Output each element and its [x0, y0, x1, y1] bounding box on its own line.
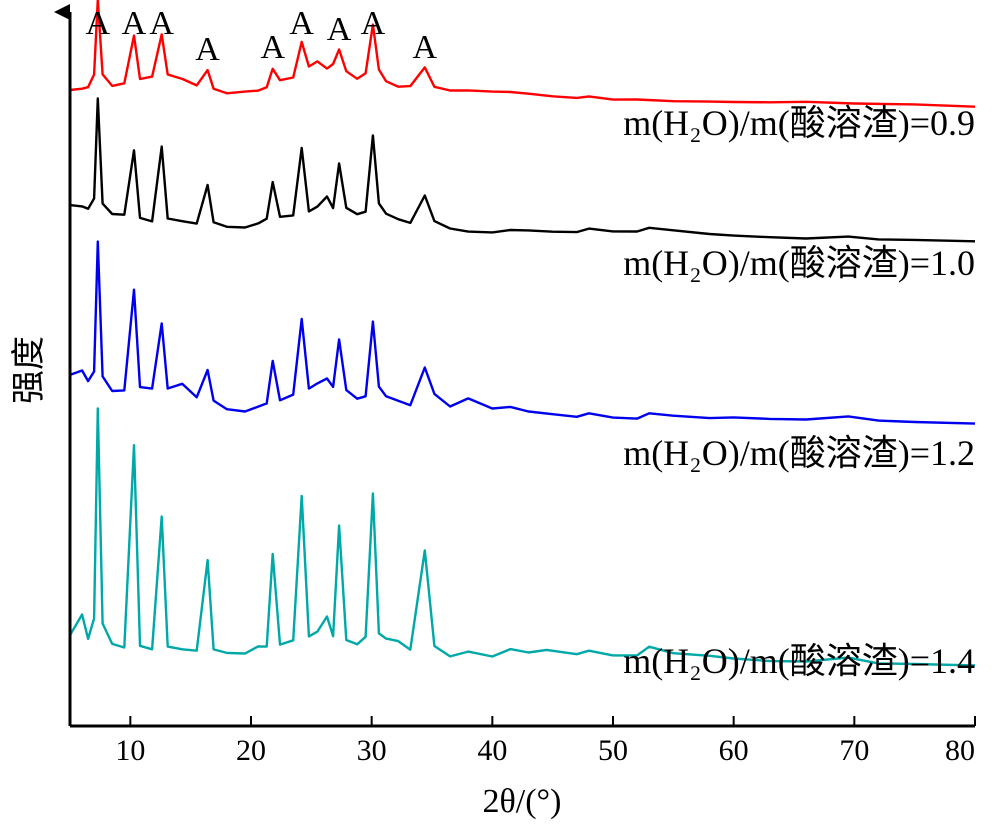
peak-marker-9: A	[412, 29, 437, 66]
series-labels: m(H₂O)/m(酸溶渣)=0.9 m(H₂O)/m(酸溶渣)=1.0 m(H₂O)…	[623, 103, 975, 681]
x-tick-label-10: 10	[115, 734, 145, 767]
series-line-1	[69, 0, 976, 108]
x-tick-label-40: 40	[477, 734, 507, 767]
peak-marker-5: A	[260, 29, 285, 66]
y-axis-label: 强度	[10, 336, 48, 404]
peak-marker-3: A	[149, 5, 174, 42]
x-ticks: 10 20 30 40 50 60 70 80	[115, 716, 976, 767]
series-line-2	[69, 97, 976, 243]
x-tick-label-50: 50	[598, 734, 628, 767]
peak-marker-2: A	[122, 5, 147, 42]
axes	[54, 4, 975, 728]
series-line-4	[68, 407, 976, 667]
x-tick-label-30: 30	[357, 734, 387, 767]
peak-markers: A A AA AA A AA	[85, 5, 437, 68]
x-tick-label-80: 80	[945, 734, 975, 767]
peak-marker-8: A	[361, 5, 386, 42]
peak-marker-7: A	[327, 11, 352, 48]
x-tick-label-20: 20	[236, 734, 266, 767]
peak-marker-6: A	[289, 5, 314, 42]
x-axis-label: 2θ/(°)	[483, 783, 562, 820]
x-tick-label-70: 70	[839, 734, 869, 767]
plot-lines	[68, 0, 976, 667]
series-label-3: m(H₂O)/m(酸溶渣)=1.2	[623, 433, 975, 473]
series-label-4: m(H₂O)/m(酸溶渣)=1.4	[623, 641, 975, 681]
series-label-2: m(H₂O)/m(酸溶渣)=1.0	[623, 243, 975, 283]
series-label-1: m(H₂O)/m(酸溶渣)=0.9	[623, 103, 975, 143]
peak-marker-4: A	[195, 31, 220, 68]
x-tick-label-60: 60	[719, 734, 749, 767]
peak-marker-1: A	[85, 5, 110, 42]
series-line-3	[69, 240, 976, 425]
